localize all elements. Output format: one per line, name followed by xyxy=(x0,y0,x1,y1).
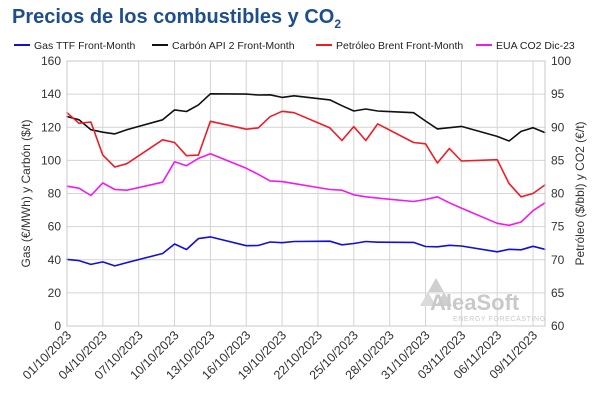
legend-label: Gas TTF Front-Month xyxy=(34,40,135,52)
y-tick-left: 160 xyxy=(41,54,61,68)
y-tick-right: 60 xyxy=(551,319,565,333)
y-axis-right-label: Petróleo ($/bbl) y CO2 (€/t) xyxy=(573,121,587,265)
aleasoft-logo-icon xyxy=(420,278,452,306)
y-tick-left: 120 xyxy=(41,120,61,134)
y-tick-left: 100 xyxy=(41,153,61,167)
grid-lines xyxy=(67,60,545,327)
y-tick-left: 40 xyxy=(48,253,62,267)
y-tick-right: 100 xyxy=(551,54,571,68)
chart-title-subscript: 2 xyxy=(334,17,341,31)
series-line-1 xyxy=(66,236,546,267)
y-tick-left: 80 xyxy=(48,187,62,201)
series-line-3 xyxy=(66,110,546,198)
y-tick-left: 0 xyxy=(54,319,61,333)
legend-label: EUA CO2 Dic-23 xyxy=(496,40,575,52)
y-tick-left: 140 xyxy=(41,87,61,101)
y-axis-left-ticks: 0 20 40 60 80 100 120 140 160 xyxy=(41,54,61,333)
watermark: AleaSoft ENERGY FORECASTING xyxy=(420,278,546,323)
y-axis-right-ticks: 60 65 70 75 80 85 90 95 100 xyxy=(551,54,571,333)
watermark-brand: AleaSoft xyxy=(430,290,520,315)
y-tick-right: 90 xyxy=(551,120,565,134)
plot-frame xyxy=(66,60,546,327)
series-line-4 xyxy=(66,153,546,227)
watermark-tagline: ENERGY FORECASTING xyxy=(453,316,546,323)
legend: Gas TTF Front-Month Carbón API 2 Front-Mo… xyxy=(14,40,575,52)
y-tick-left: 20 xyxy=(48,286,62,300)
series-lines xyxy=(66,93,546,267)
y-tick-right: 75 xyxy=(551,220,565,234)
chart-title-main: Precios de los combustibles y CO xyxy=(12,6,334,28)
legend-label: Petróleo Brent Front-Month xyxy=(336,40,463,52)
y-tick-left: 60 xyxy=(48,220,62,234)
y-tick-right: 80 xyxy=(551,187,565,201)
series-line-2 xyxy=(66,93,546,142)
chart-title: Precios de los combustibles y CO2 xyxy=(12,6,341,31)
x-axis-ticks: 01/10/202304/10/202307/10/202310/10/2023… xyxy=(20,328,540,382)
y-tick-right: 85 xyxy=(551,153,565,167)
y-tick-right: 70 xyxy=(551,253,565,267)
legend-label: Carbón API 2 Front-Month xyxy=(172,40,295,52)
y-axis-left-label: Gas (€/MWh) y Carbón ($/t) xyxy=(19,119,33,267)
y-tick-right: 95 xyxy=(551,87,565,101)
y-tick-right: 65 xyxy=(551,286,565,300)
